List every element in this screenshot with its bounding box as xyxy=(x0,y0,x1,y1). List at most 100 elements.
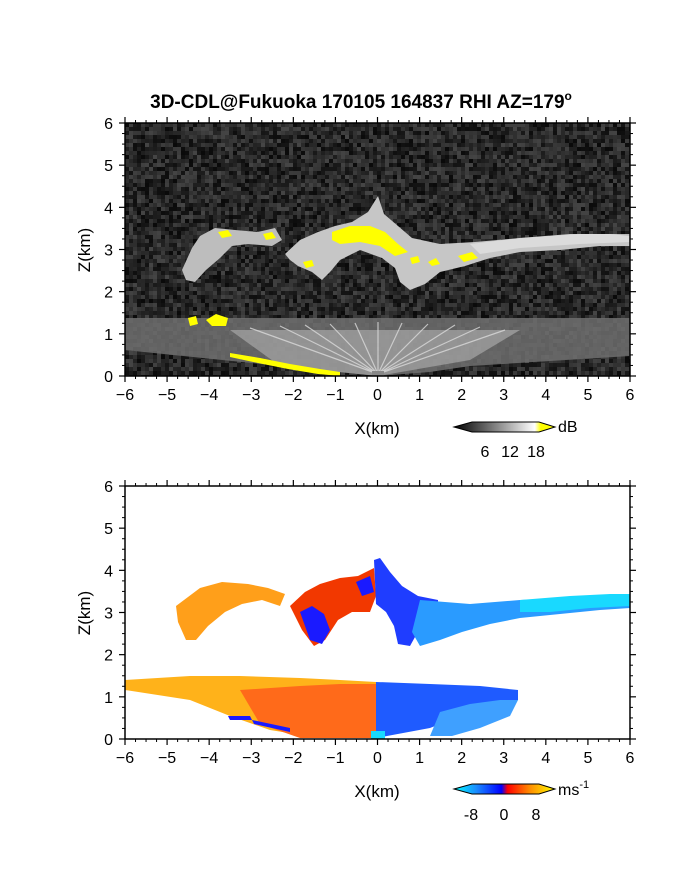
noise-pixel xyxy=(245,215,249,219)
noise-pixel xyxy=(237,139,241,143)
noise-pixel xyxy=(445,275,449,279)
noise-pixel xyxy=(589,275,593,279)
noise-pixel xyxy=(481,139,485,143)
noise-pixel xyxy=(249,199,253,203)
noise-pixel xyxy=(533,263,537,267)
noise-pixel xyxy=(217,203,221,207)
noise-pixel xyxy=(349,207,353,211)
noise-pixel xyxy=(137,123,141,127)
noise-pixel xyxy=(301,211,305,215)
noise-pixel xyxy=(353,191,357,195)
noise-pixel xyxy=(321,159,325,163)
noise-pixel xyxy=(541,215,545,219)
noise-pixel xyxy=(485,215,489,219)
noise-pixel xyxy=(265,179,269,183)
noise-pixel xyxy=(277,123,281,127)
noise-pixel xyxy=(541,223,545,227)
noise-pixel xyxy=(321,199,325,203)
noise-pixel xyxy=(453,151,457,155)
noise-pixel xyxy=(365,199,369,203)
noise-pixel xyxy=(505,271,509,275)
noise-pixel xyxy=(373,171,377,175)
noise-pixel xyxy=(569,127,573,131)
noise-pixel xyxy=(201,139,205,143)
noise-pixel xyxy=(441,179,445,183)
noise-pixel xyxy=(129,147,133,151)
noise-pixel xyxy=(165,231,169,235)
noise-pixel xyxy=(557,223,561,227)
noise-pixel xyxy=(325,275,329,279)
noise-pixel xyxy=(285,203,289,207)
noise-pixel xyxy=(501,271,505,275)
noise-pixel xyxy=(561,227,565,231)
noise-pixel xyxy=(173,159,177,163)
noise-pixel xyxy=(197,235,201,239)
noise-pixel xyxy=(409,155,413,159)
noise-pixel xyxy=(381,199,385,203)
noise-pixel xyxy=(449,147,453,151)
noise-pixel xyxy=(417,159,421,163)
noise-pixel xyxy=(517,143,521,147)
noise-pixel xyxy=(221,279,225,283)
noise-pixel xyxy=(549,251,553,255)
noise-pixel xyxy=(421,187,425,191)
noise-pixel xyxy=(561,275,565,279)
noise-pixel xyxy=(373,147,377,151)
noise-pixel xyxy=(473,179,477,183)
noise-pixel xyxy=(601,175,605,179)
noise-pixel xyxy=(521,187,525,191)
noise-pixel xyxy=(293,139,297,143)
noise-pixel xyxy=(345,271,349,275)
noise-pixel xyxy=(249,243,253,247)
noise-pixel xyxy=(613,251,617,255)
noise-pixel xyxy=(393,139,397,143)
noise-pixel xyxy=(401,183,405,187)
noise-pixel xyxy=(213,207,217,211)
noise-pixel xyxy=(253,263,257,267)
noise-pixel xyxy=(417,131,421,135)
noise-pixel xyxy=(237,199,241,203)
noise-pixel xyxy=(129,123,133,127)
noise-pixel xyxy=(521,219,525,223)
noise-pixel xyxy=(365,207,369,211)
noise-pixel xyxy=(465,219,469,223)
noise-pixel xyxy=(161,123,165,127)
noise-pixel xyxy=(433,171,437,175)
noise-pixel xyxy=(549,231,553,235)
noise-pixel xyxy=(441,163,445,167)
noise-pixel xyxy=(225,215,229,219)
noise-pixel xyxy=(289,267,293,271)
noise-pixel xyxy=(509,167,513,171)
noise-pixel xyxy=(313,139,317,143)
noise-pixel xyxy=(437,171,441,175)
noise-pixel xyxy=(153,223,157,227)
noise-pixel xyxy=(241,187,245,191)
noise-pixel xyxy=(593,247,597,251)
noise-pixel xyxy=(309,155,313,159)
noise-pixel xyxy=(393,187,397,191)
noise-pixel xyxy=(601,275,605,279)
noise-pixel xyxy=(529,195,533,199)
noise-pixel xyxy=(133,223,137,227)
noise-pixel xyxy=(125,231,129,235)
noise-pixel xyxy=(285,247,289,251)
noise-pixel xyxy=(521,175,525,179)
noise-pixel xyxy=(461,171,465,175)
noise-pixel xyxy=(341,207,345,211)
noise-pixel xyxy=(469,203,473,207)
noise-pixel xyxy=(309,175,313,179)
noise-pixel xyxy=(165,223,169,227)
noise-pixel xyxy=(489,191,493,195)
noise-pixel xyxy=(281,275,285,279)
noise-pixel xyxy=(421,171,425,175)
noise-pixel xyxy=(389,263,393,267)
noise-pixel xyxy=(581,135,585,139)
noise-pixel xyxy=(589,179,593,183)
noise-pixel xyxy=(489,167,493,171)
noise-pixel xyxy=(597,271,601,275)
noise-pixel xyxy=(301,147,305,151)
noise-pixel xyxy=(173,199,177,203)
noise-pixel xyxy=(501,171,505,175)
noise-pixel xyxy=(185,195,189,199)
noise-pixel xyxy=(245,163,249,167)
